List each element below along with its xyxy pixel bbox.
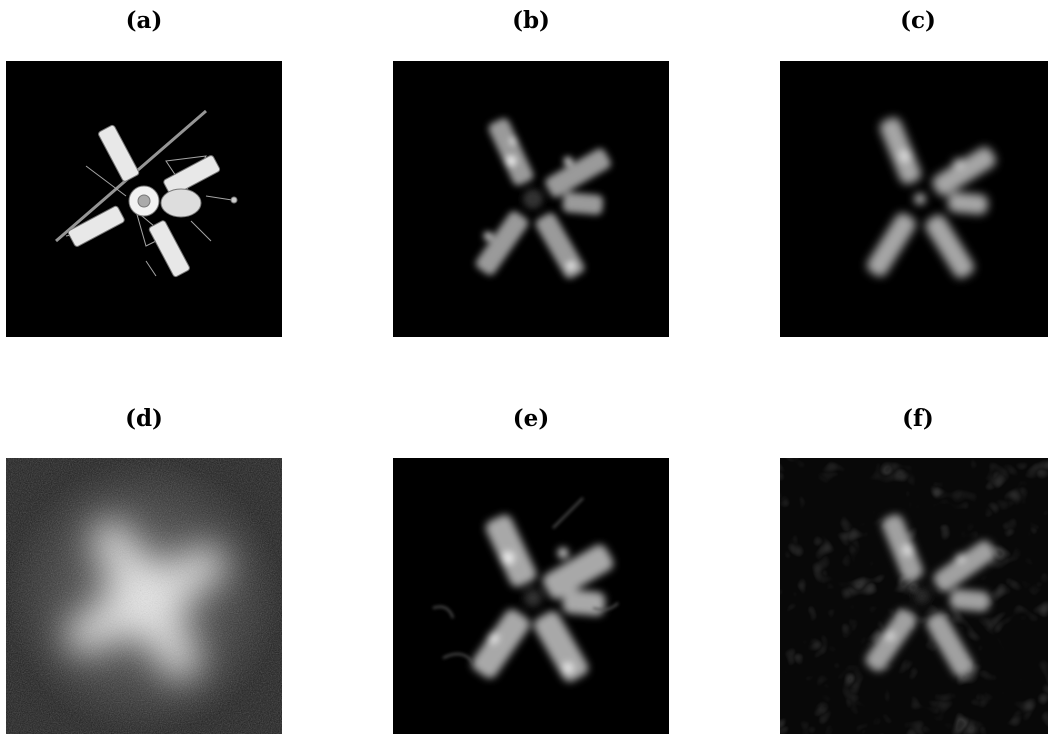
panel-image-a xyxy=(6,61,282,337)
panel-image-e xyxy=(393,458,669,734)
panel-image-b xyxy=(393,61,669,337)
panel-label-a: (a) xyxy=(125,7,163,34)
panel-label-e: (e) xyxy=(512,405,550,432)
panel-label-d: (d) xyxy=(125,405,163,432)
panel-label-f: (f) xyxy=(902,405,934,432)
panel-label-b: (b) xyxy=(512,7,550,34)
panel-image-c xyxy=(780,61,1048,337)
panel-image-f xyxy=(780,458,1048,734)
panel-label-c: (c) xyxy=(900,7,936,34)
panel-image-d xyxy=(6,458,282,734)
